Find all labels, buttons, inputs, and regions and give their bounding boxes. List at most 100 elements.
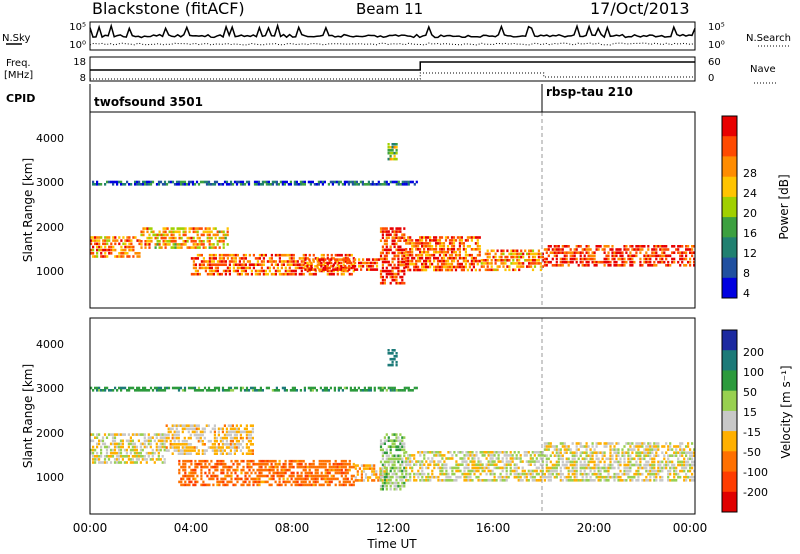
power-echo-cell <box>635 248 638 251</box>
power-echo-cell <box>366 258 369 261</box>
power-echo-cell <box>246 260 249 263</box>
velocity-echo-cell <box>322 459 325 463</box>
power-echo-cell <box>118 242 121 246</box>
power-echo-cell <box>591 254 594 258</box>
power-echo-cell <box>387 236 390 239</box>
velocity-echo-cell <box>591 442 594 445</box>
power-echo-cell <box>360 268 363 271</box>
power-echo-cell <box>631 257 634 261</box>
velocity-echo-cell <box>275 386 278 390</box>
velocity-echo-cell <box>633 457 636 461</box>
velocity-echo-cell <box>251 452 254 455</box>
power-echo-cell <box>407 250 410 254</box>
power-echo-cell <box>421 245 424 248</box>
velocity-echo-cell <box>439 466 442 470</box>
velocity-echo-cell <box>575 442 578 445</box>
power-echo-cell <box>530 262 533 265</box>
power-echo-cell <box>425 242 428 245</box>
power-echo-cell <box>146 227 149 230</box>
velocity-echo-cell <box>405 386 408 390</box>
velocity-echo-cell <box>653 448 656 451</box>
power-echo-cell <box>512 268 515 272</box>
power-echo-cell <box>545 257 548 261</box>
noise-left-tick-top: 10⁵ <box>69 22 86 33</box>
power-echo-cell <box>237 180 241 184</box>
power-echo-cell <box>320 261 323 265</box>
velocity-echo-cell <box>194 459 197 463</box>
power-echo-cell <box>609 264 612 267</box>
velocity-echo-cell <box>231 424 234 427</box>
velocity-echo-cell <box>178 480 181 484</box>
power-echo-cell <box>369 265 373 268</box>
velocity-echo-cell <box>653 442 656 445</box>
power-echo-band-0 <box>90 236 141 258</box>
velocity-echo-cell <box>469 469 472 473</box>
power-echo-cell <box>308 266 311 270</box>
power-echo-cell <box>585 257 588 261</box>
power-echo-cell <box>254 272 257 276</box>
velocity-echo-cell <box>185 449 188 452</box>
power-echo-cell <box>331 180 334 184</box>
power-echo-cell <box>218 236 221 240</box>
velocity-echo-cell <box>183 439 186 443</box>
power-echo-cell <box>116 183 119 186</box>
power-echo-cell <box>300 269 303 273</box>
power-echo-cell <box>132 248 135 252</box>
power-echo-cell <box>340 272 343 276</box>
power-echo-cell <box>183 180 187 184</box>
velocity-echo-cell <box>135 448 138 452</box>
velocity-echo-cell <box>113 445 117 449</box>
power-echo-cell <box>301 183 304 186</box>
velocity-echo-cell <box>507 454 510 457</box>
power-echo-cell <box>216 272 219 276</box>
power-echo-cell <box>435 245 438 248</box>
velocity-echo-cell <box>189 386 193 390</box>
velocity-echo-cell <box>655 445 658 448</box>
power-echo-cell <box>338 253 341 257</box>
velocity-echo-cell <box>667 472 670 476</box>
power-echo-cell <box>166 227 169 230</box>
velocity-echo-cell <box>609 451 612 454</box>
velocity-echo-cell <box>661 479 664 482</box>
velocity-echo-cell <box>344 474 347 478</box>
velocity-echo-cell <box>252 459 255 463</box>
velocity-echo-cell <box>119 445 123 449</box>
velocity-echo-cell <box>379 389 382 392</box>
power-echo-cell <box>136 239 139 242</box>
velocity-echo-cell <box>296 474 299 478</box>
velocity-echo-cell <box>220 471 223 475</box>
power-echo-cell <box>466 245 469 248</box>
velocity-echo-cell <box>559 457 562 461</box>
velocity-echo-cell <box>589 469 592 473</box>
velocity-echo-cell <box>98 439 101 443</box>
velocity-echo-cell <box>383 470 386 473</box>
velocity-echo-cell <box>571 469 574 473</box>
power-echo-cell <box>397 272 400 276</box>
velocity-echo-cell <box>100 455 103 458</box>
velocity-echo-cell <box>575 460 578 464</box>
power-echo-cell <box>217 183 221 186</box>
velocity-echo-cell <box>226 468 229 472</box>
power-echo-cell <box>92 245 95 249</box>
power-echo-cell <box>242 263 245 266</box>
power-echo-cell <box>415 239 418 242</box>
velocity-echo-cell <box>306 483 309 487</box>
power-colorbar-swatch <box>722 196 737 218</box>
power-echo-cell <box>399 245 402 249</box>
velocity-echo-cell <box>225 433 228 437</box>
power-echo-cell <box>96 239 99 242</box>
velocity-echo-cell <box>282 462 285 466</box>
velocity-echo-cell <box>144 386 147 390</box>
power-echo-cell <box>220 230 223 234</box>
velocity-echo-cell <box>689 475 692 479</box>
power-echo-cell <box>371 265 375 268</box>
velocity-echo-cell <box>421 479 424 482</box>
power-echo-cell <box>653 264 656 267</box>
velocity-echo-cell <box>192 483 195 487</box>
power-echo-cell <box>397 236 400 239</box>
power-echo-cell <box>312 272 315 276</box>
power-echo-cell <box>212 246 215 249</box>
velocity-echo-cell <box>264 468 267 472</box>
power-echo-cell <box>643 260 646 264</box>
velocity-echo-cell <box>395 475 398 479</box>
